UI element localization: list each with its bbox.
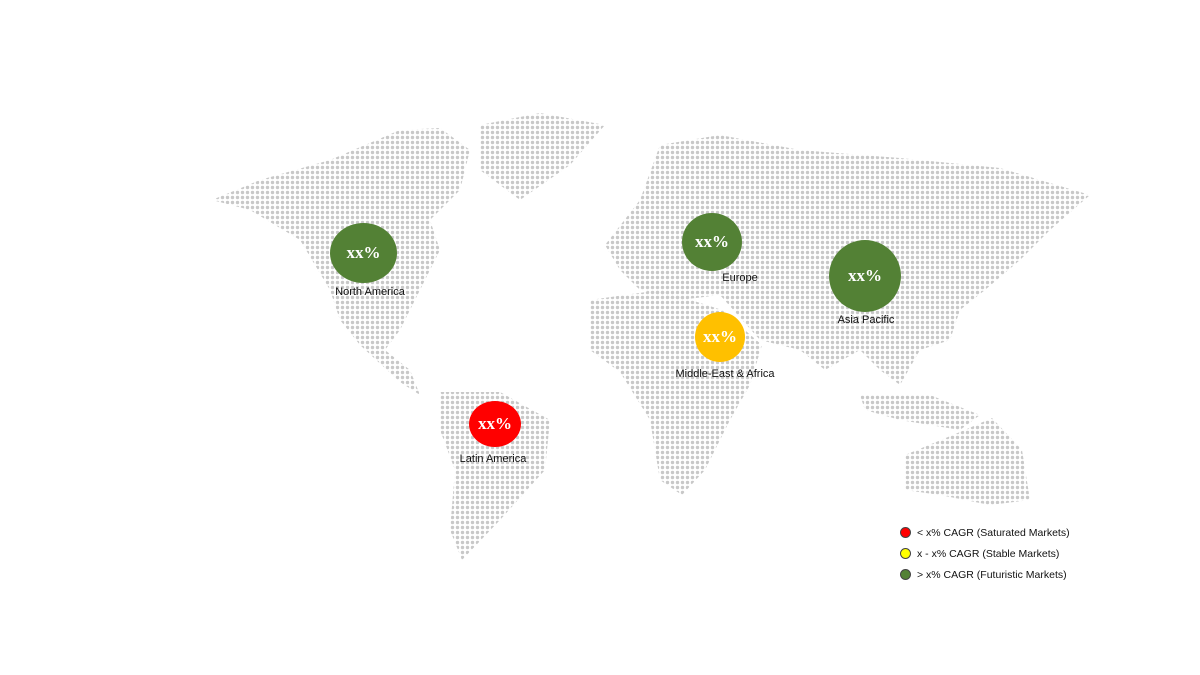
legend-item-saturated: < x% CAGR (Saturated Markets) [900, 522, 1070, 543]
legend-yellow-circle-icon [900, 548, 911, 559]
continent-greenland [480, 113, 605, 200]
legend-red-circle-icon [900, 527, 911, 538]
label-asia-pacific: Asia Pacific [837, 314, 895, 326]
label-europe: Europe [722, 272, 758, 284]
label-latin-america: Latin America [459, 453, 527, 465]
bubble-north-america: xx% [330, 223, 397, 283]
legend-label: > x% CAGR (Futuristic Markets) [917, 568, 1067, 581]
bubble-asia-pacific: xx% [829, 240, 901, 312]
legend-green-circle-icon [900, 569, 911, 580]
label-middle-east-africa: Middle-East & Africa [675, 368, 775, 380]
label-north-america: North America [335, 286, 405, 298]
legend-item-futuristic: > x% CAGR (Futuristic Markets) [900, 564, 1070, 585]
legend-item-stable: x - x% CAGR (Stable Markets) [900, 543, 1070, 564]
bubble-europe: xx% [682, 213, 742, 271]
bubble-middle-east-africa: xx% [695, 312, 745, 362]
legend-label: < x% CAGR (Saturated Markets) [917, 526, 1070, 539]
legend: < x% CAGR (Saturated Markets) x - x% CAG… [900, 522, 1070, 585]
legend-label: x - x% CAGR (Stable Markets) [917, 547, 1060, 560]
continent-south-america [440, 392, 550, 560]
continent-australia [905, 418, 1030, 505]
bubble-latin-america: xx% [469, 401, 521, 447]
continent-indonesia [860, 395, 980, 430]
